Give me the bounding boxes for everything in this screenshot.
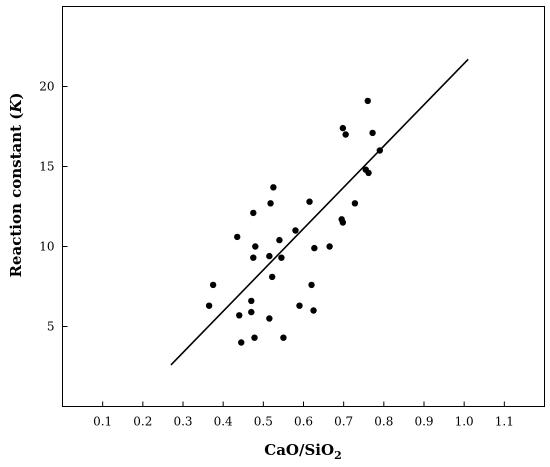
x-axis-title: CaO/SiO2 [264,441,341,462]
x-tick-label: 1.0 [455,415,474,429]
y-tick-label: 15 [39,160,54,174]
data-point [250,254,257,261]
data-point [252,243,259,250]
data-point [339,219,347,226]
data-point [266,315,273,322]
data-point [308,281,315,289]
data-point [364,97,371,105]
data-point [311,244,318,252]
x-tick-label: 0.2 [133,415,152,429]
data-point [209,281,217,289]
x-tick-label: 0.5 [254,415,273,429]
data-point [234,233,241,241]
data-point [376,147,384,154]
data-point [280,334,287,341]
data-point [292,227,299,234]
data-point [369,129,376,137]
data-point [365,169,372,177]
data-point [267,200,274,207]
data-points [205,97,384,346]
data-point [250,209,257,217]
data-point [248,297,255,305]
data-point [351,200,359,207]
x-tick-label: 1.1 [495,415,514,429]
data-point [270,184,277,191]
data-point [276,236,283,244]
x-axis-ticks: 0.1 0.2 0.3 0.4 0.5 0.6 0.7 0.8 0.9 1.0 1.1 [93,401,514,429]
data-point [310,307,317,314]
data-point [278,254,285,261]
data-point [339,124,347,132]
data-point [306,198,313,205]
x-tick-label: 0.8 [374,415,393,429]
data-point [238,339,245,346]
y-axis-ticks: 5 10 15 20 [39,80,68,334]
data-point [248,308,255,316]
data-point [268,273,276,281]
regression-line [170,58,469,366]
x-tick-label: 0.1 [93,415,112,429]
x-tick-label: 0.3 [173,415,192,429]
data-point [266,252,273,260]
data-point [342,131,349,138]
plot-frame [62,6,545,407]
x-tick-label: 0.9 [414,415,433,429]
data-point [296,302,303,309]
data-point [205,302,213,309]
data-point [326,243,333,250]
data-point [236,312,243,319]
x-tick-label: 0.4 [214,415,233,429]
x-tick-label: 0.6 [294,415,313,429]
x-tick-label: 0.7 [334,415,353,429]
y-tick-label: 10 [39,240,54,254]
data-point [251,334,258,341]
y-tick-label: 5 [47,320,55,334]
y-axis-title: Reaction constant (K) [7,92,25,277]
y-tick-label: 20 [39,80,54,94]
